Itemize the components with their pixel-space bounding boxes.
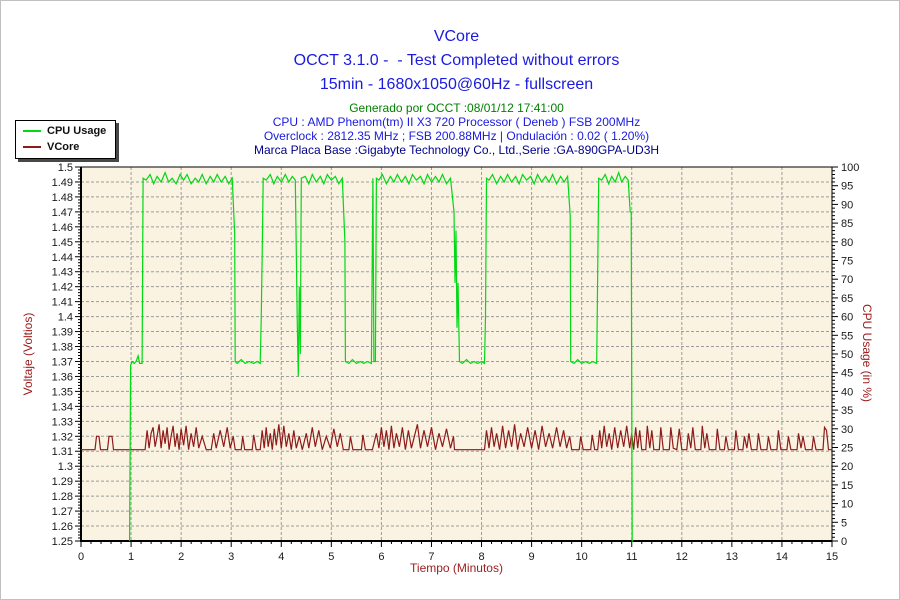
svg-text:0: 0 <box>78 551 84 563</box>
svg-text:1.32: 1.32 <box>52 431 73 443</box>
svg-text:100: 100 <box>841 162 859 174</box>
svg-text:1.4: 1.4 <box>58 312 73 324</box>
svg-text:1.39: 1.39 <box>52 327 73 339</box>
svg-text:7: 7 <box>428 551 434 563</box>
svg-text:1.49: 1.49 <box>52 177 73 189</box>
svg-text:35: 35 <box>841 405 853 417</box>
svg-text:50: 50 <box>841 349 853 361</box>
svg-text:1.42: 1.42 <box>52 282 73 294</box>
svg-text:1.36: 1.36 <box>52 371 73 383</box>
legend-item-cpu-usage: CPU Usage <box>23 125 106 137</box>
svg-text:1.31: 1.31 <box>52 446 73 458</box>
svg-text:1.37: 1.37 <box>52 356 73 368</box>
svg-text:3: 3 <box>228 551 234 563</box>
svg-text:9: 9 <box>529 551 535 563</box>
svg-text:1: 1 <box>128 551 134 563</box>
svg-text:1.34: 1.34 <box>52 401 73 413</box>
cpu-info-line: CPU : AMD Phenom(tm) II X3 720 Processor… <box>272 115 641 129</box>
chart-legend: CPU Usage VCore <box>15 120 117 159</box>
svg-text:1.3: 1.3 <box>58 461 73 473</box>
svg-text:10: 10 <box>841 499 853 511</box>
svg-text:1.5: 1.5 <box>58 162 73 174</box>
svg-text:1.47: 1.47 <box>52 207 73 219</box>
svg-text:1.26: 1.26 <box>52 521 73 533</box>
svg-text:8: 8 <box>478 551 484 563</box>
svg-text:1.25: 1.25 <box>52 536 73 548</box>
test-config-title: 15min - 1680x1050@60Hz - fullscreen <box>319 76 594 93</box>
x-axis-title: Tiempo (Minutos) <box>410 561 503 575</box>
svg-text:0: 0 <box>841 536 847 548</box>
svg-text:1.48: 1.48 <box>52 192 73 204</box>
svg-text:20: 20 <box>841 461 853 473</box>
generated-by-line: Generado por OCCT :08/01/12 17:41:00 <box>349 101 564 115</box>
svg-text:12: 12 <box>676 551 688 563</box>
svg-text:1.33: 1.33 <box>52 416 73 428</box>
legend-item-vcore: VCore <box>23 141 106 153</box>
svg-text:1.35: 1.35 <box>52 386 73 398</box>
svg-text:95: 95 <box>841 181 853 193</box>
svg-text:85: 85 <box>841 218 853 230</box>
svg-text:90: 90 <box>841 199 853 211</box>
svg-text:4: 4 <box>278 551 284 563</box>
svg-text:1.28: 1.28 <box>52 491 73 503</box>
motherboard-info-line: Marca Placa Base :Gigabyte Technology Co… <box>253 143 660 157</box>
svg-text:1.27: 1.27 <box>52 506 73 518</box>
svg-text:1.45: 1.45 <box>52 237 73 249</box>
svg-text:70: 70 <box>841 274 853 286</box>
svg-text:25: 25 <box>841 443 853 455</box>
svg-text:55: 55 <box>841 330 853 342</box>
svg-text:40: 40 <box>841 386 853 398</box>
svg-text:10: 10 <box>576 551 588 563</box>
series-line-cpu-usage <box>129 170 634 542</box>
svg-text:13: 13 <box>726 551 738 563</box>
legend-label-cpu-usage: CPU Usage <box>47 125 107 137</box>
chart-title: VCore <box>433 28 480 45</box>
svg-text:65: 65 <box>841 293 853 305</box>
svg-text:1.43: 1.43 <box>52 267 73 279</box>
svg-text:11: 11 <box>626 551 637 563</box>
svg-text:5: 5 <box>328 551 334 563</box>
y-left-axis-title: Voltaje (Voltios) <box>21 313 35 396</box>
series-line-vcore <box>81 424 832 451</box>
test-status-title: OCCT 3.1.0 - - Test Completed without er… <box>293 52 620 69</box>
svg-text:30: 30 <box>841 424 853 436</box>
svg-text:5: 5 <box>841 517 847 529</box>
svg-text:14: 14 <box>776 551 788 563</box>
svg-text:6: 6 <box>378 551 384 563</box>
chart-plot-area <box>81 167 832 541</box>
svg-text:1.46: 1.46 <box>52 222 73 234</box>
svg-text:1.41: 1.41 <box>52 297 73 309</box>
svg-text:1.38: 1.38 <box>52 342 73 354</box>
svg-text:1.44: 1.44 <box>52 252 73 264</box>
svg-text:75: 75 <box>841 256 853 268</box>
svg-text:45: 45 <box>841 368 853 380</box>
svg-text:80: 80 <box>841 237 853 249</box>
vcore-line-swatch <box>23 146 41 148</box>
cpu-usage-line-swatch <box>23 130 41 132</box>
svg-text:1.29: 1.29 <box>52 476 73 488</box>
y-right-axis-title: CPU Usage (in %) <box>860 304 874 402</box>
legend-label-vcore: VCore <box>47 141 80 153</box>
overclock-info-line: Overclock : 2812.35 MHz ; FSB 200.88MHz … <box>263 129 650 143</box>
svg-text:2: 2 <box>178 551 184 563</box>
svg-text:15: 15 <box>841 480 853 492</box>
svg-text:60: 60 <box>841 312 853 324</box>
svg-text:15: 15 <box>826 551 838 563</box>
